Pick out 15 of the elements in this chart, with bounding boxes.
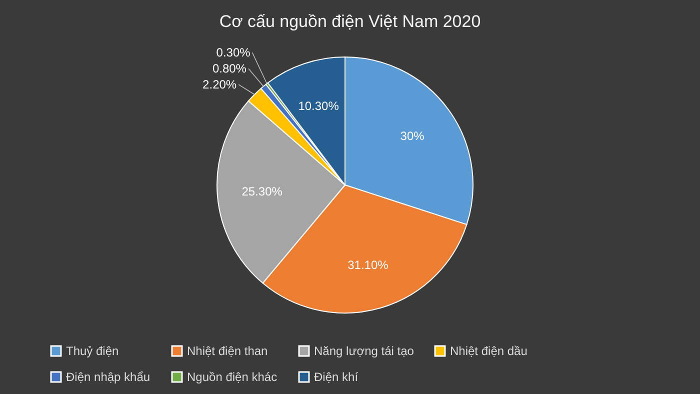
legend-label: Điện khí — [314, 370, 359, 384]
legend-label: Thuỷ điện — [66, 344, 119, 358]
legend-label: Nhiệt điện dầu — [450, 344, 528, 358]
data-label: 31.10% — [348, 258, 389, 272]
data-label: 2.20% — [202, 78, 237, 92]
data-label: 30% — [400, 129, 425, 144]
legend-label: Điện nhập khẩu — [66, 370, 150, 384]
legend-label: Nguồn điện khác — [187, 370, 278, 384]
legend-label: Nhiệt điện than — [187, 344, 268, 358]
legend-label: Năng lượng tái tạo — [314, 344, 414, 358]
data-label: 0.30% — [216, 46, 251, 60]
chart-title: Cơ cấu nguồn điện Việt Nam 2020 — [219, 12, 481, 31]
data-label: 0.80% — [212, 62, 247, 76]
data-label: 25.30% — [242, 184, 283, 199]
data-label: 10.30% — [298, 99, 340, 114]
